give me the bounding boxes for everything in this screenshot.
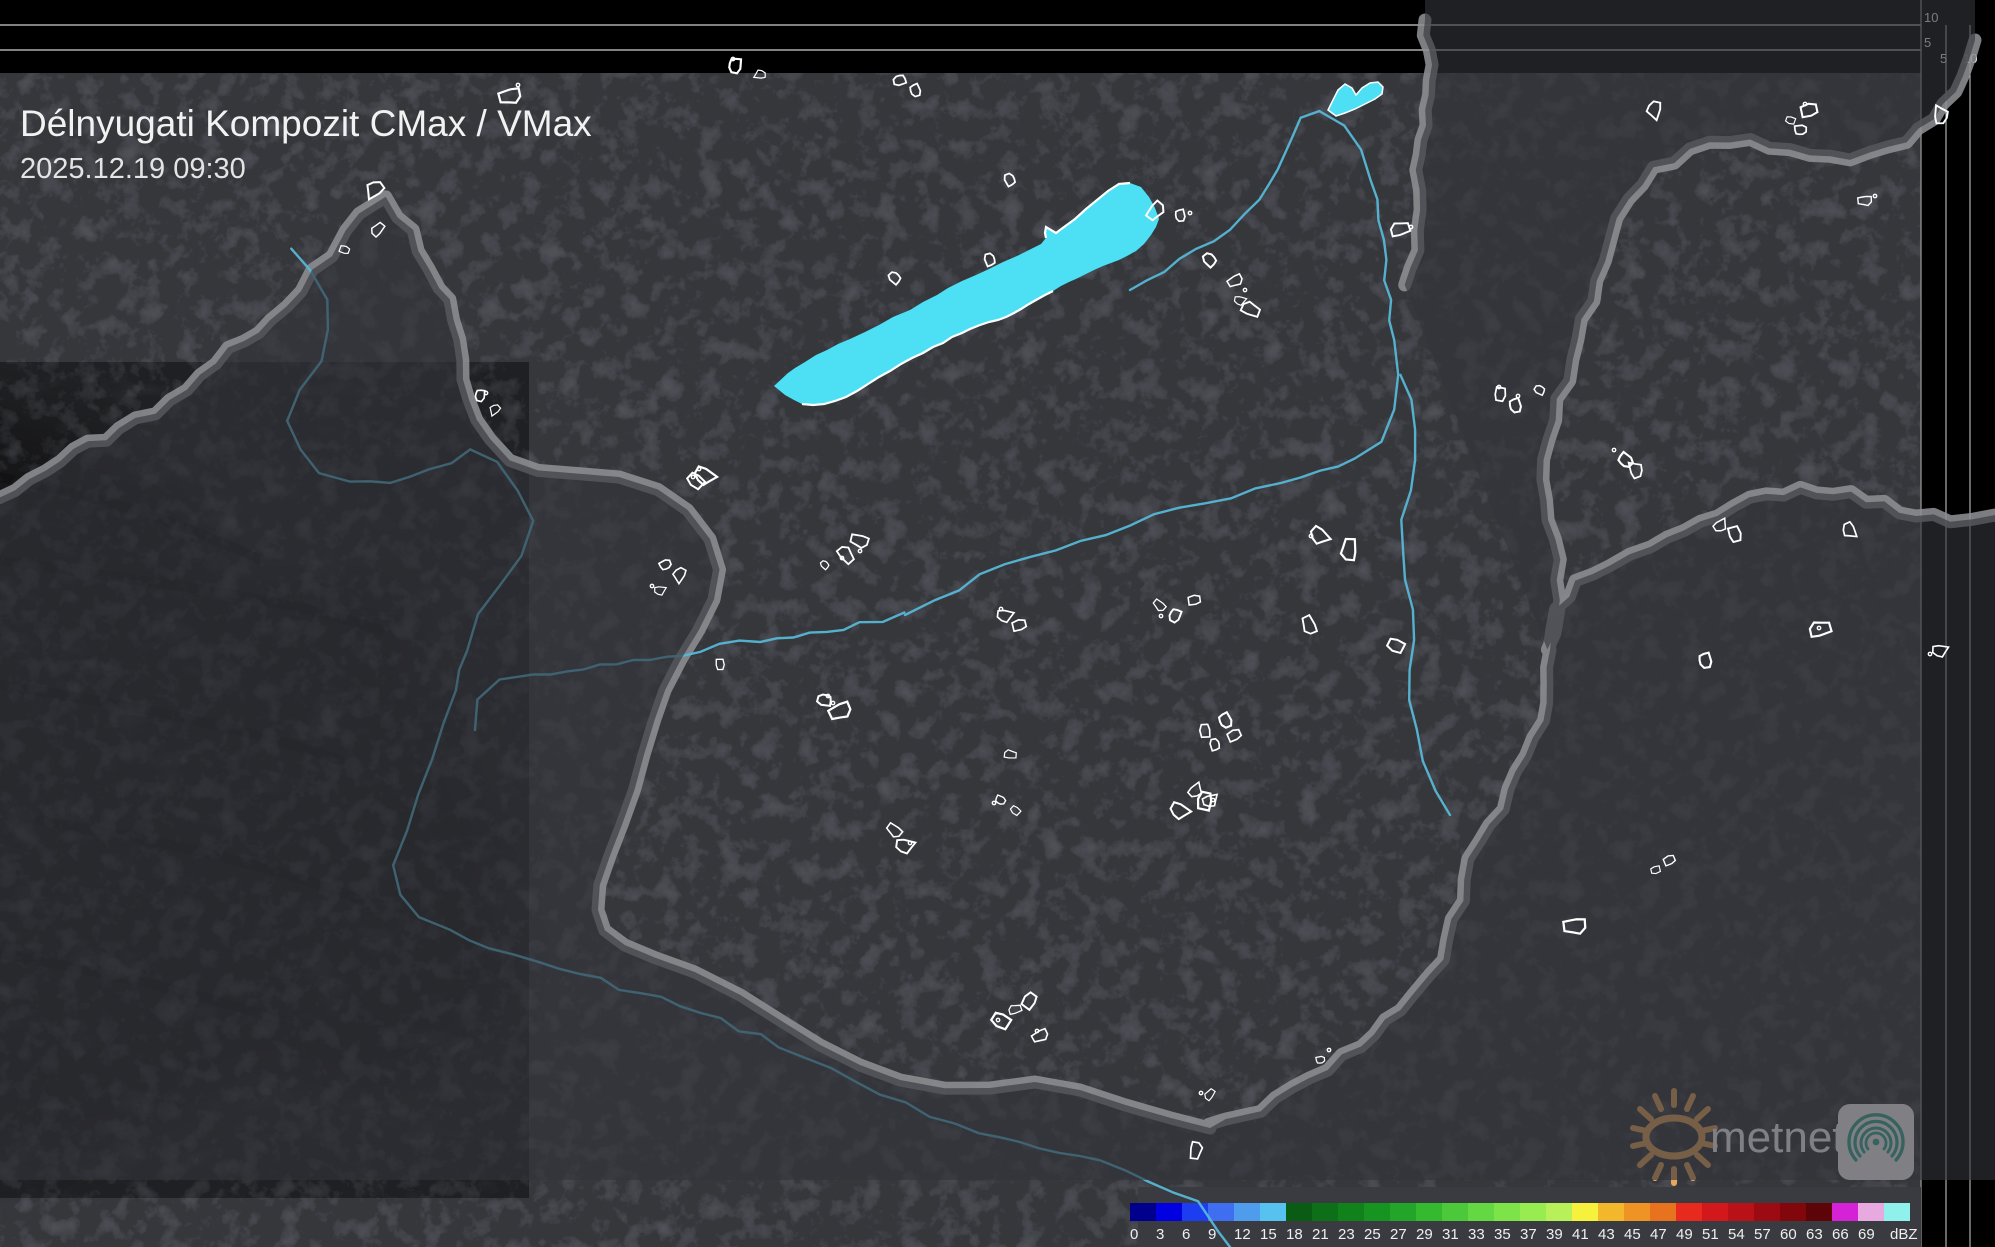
- svg-text:6: 6: [1182, 1226, 1190, 1243]
- svg-text:23: 23: [1338, 1226, 1355, 1243]
- svg-text:35: 35: [1494, 1226, 1511, 1243]
- svg-text:39: 39: [1546, 1226, 1563, 1243]
- svg-text:54: 54: [1728, 1226, 1745, 1243]
- svg-text:21: 21: [1312, 1226, 1329, 1243]
- svg-text:41: 41: [1572, 1226, 1589, 1243]
- svg-text:33: 33: [1468, 1226, 1485, 1243]
- svg-text:43: 43: [1598, 1226, 1615, 1243]
- svg-text:27: 27: [1390, 1226, 1407, 1243]
- svg-text:37: 37: [1520, 1226, 1537, 1243]
- svg-text:12: 12: [1234, 1226, 1251, 1243]
- svg-text:66: 66: [1832, 1226, 1849, 1243]
- svg-text:dBZ: dBZ: [1890, 1226, 1918, 1243]
- svg-text:47: 47: [1650, 1226, 1667, 1243]
- svg-text:57: 57: [1754, 1226, 1771, 1243]
- svg-text:15: 15: [1260, 1226, 1277, 1243]
- svg-text:3: 3: [1156, 1226, 1164, 1243]
- svg-text:51: 51: [1702, 1226, 1719, 1243]
- svg-text:49: 49: [1676, 1226, 1693, 1243]
- svg-text:63: 63: [1806, 1226, 1823, 1243]
- svg-text:25: 25: [1364, 1226, 1381, 1243]
- svg-text:18: 18: [1286, 1226, 1303, 1243]
- svg-text:45: 45: [1624, 1226, 1641, 1243]
- svg-text:69: 69: [1858, 1226, 1875, 1243]
- svg-text:29: 29: [1416, 1226, 1433, 1243]
- svg-text:Délnyugati Kompozit CMax / VMa: Délnyugati Kompozit CMax / VMax: [20, 103, 592, 144]
- svg-text:2025.12.19 09:30: 2025.12.19 09:30: [20, 153, 246, 185]
- svg-text:60: 60: [1780, 1226, 1797, 1243]
- svg-text:0: 0: [1130, 1226, 1138, 1243]
- svg-text:31: 31: [1442, 1226, 1459, 1243]
